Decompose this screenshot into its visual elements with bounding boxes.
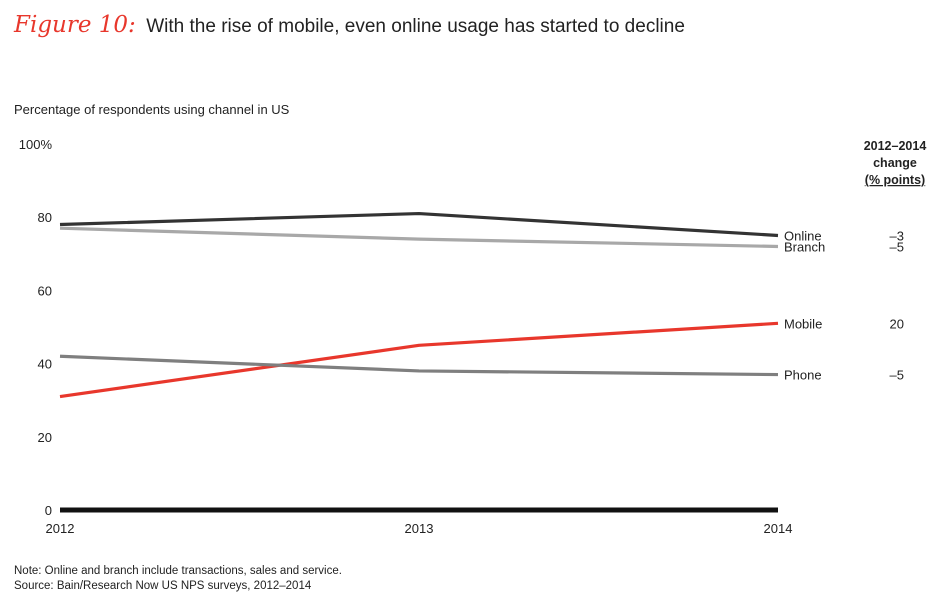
x-tick-label: 2014: [764, 521, 793, 536]
series-label-phone: Phone: [784, 368, 822, 383]
series-label-mobile: Mobile: [784, 316, 822, 331]
y-tick-label: 60: [38, 283, 52, 298]
series-group: [59, 211, 779, 399]
figure-title: Figure 10: With the rise of mobile, even…: [14, 12, 685, 38]
change-header-change: change: [873, 156, 917, 170]
change-header-unit: (% points): [865, 173, 925, 187]
x-axis: 2012 2013 2014: [46, 521, 793, 536]
y-tick-label: 0: [45, 503, 52, 518]
change-value-phone: –5: [890, 368, 904, 383]
footnote-source: Source: Bain/Research Now US NPS surveys…: [14, 580, 312, 592]
change-column: 2012–2014 change (% points) –3–520–5: [864, 139, 927, 383]
series-label-online: Online: [784, 229, 822, 244]
series-line-online: [59, 211, 779, 238]
figure-title-text: With the rise of mobile, even online usa…: [146, 16, 685, 37]
series-line-branch: [59, 226, 779, 249]
y-tick-label: 20: [38, 430, 52, 445]
footnote-note: Note: Online and branch include transact…: [14, 565, 342, 577]
footnotes: Note: Online and branch include transact…: [14, 564, 342, 594]
chart-subtitle: Percentage of respondents using channel …: [14, 102, 290, 117]
x-tick-label: 2013: [405, 521, 434, 536]
y-tick-label: 80: [38, 210, 52, 225]
change-value-branch: –5: [890, 239, 904, 254]
change-value-online: –3: [890, 229, 904, 244]
y-tick-label: 40: [38, 357, 52, 372]
figure-label: Figure 10:: [14, 12, 136, 38]
change-value-mobile: 20: [890, 316, 904, 331]
x-tick-label: 2012: [46, 521, 75, 536]
y-tick-label: 100%: [19, 137, 53, 152]
series-line-mobile: [59, 321, 779, 399]
change-header-period: 2012–2014: [864, 139, 927, 153]
series-label-branch: Branch: [784, 239, 825, 254]
series-line-phone: [59, 354, 779, 377]
y-axis: 0 20 40 60 80 100%: [19, 137, 53, 518]
